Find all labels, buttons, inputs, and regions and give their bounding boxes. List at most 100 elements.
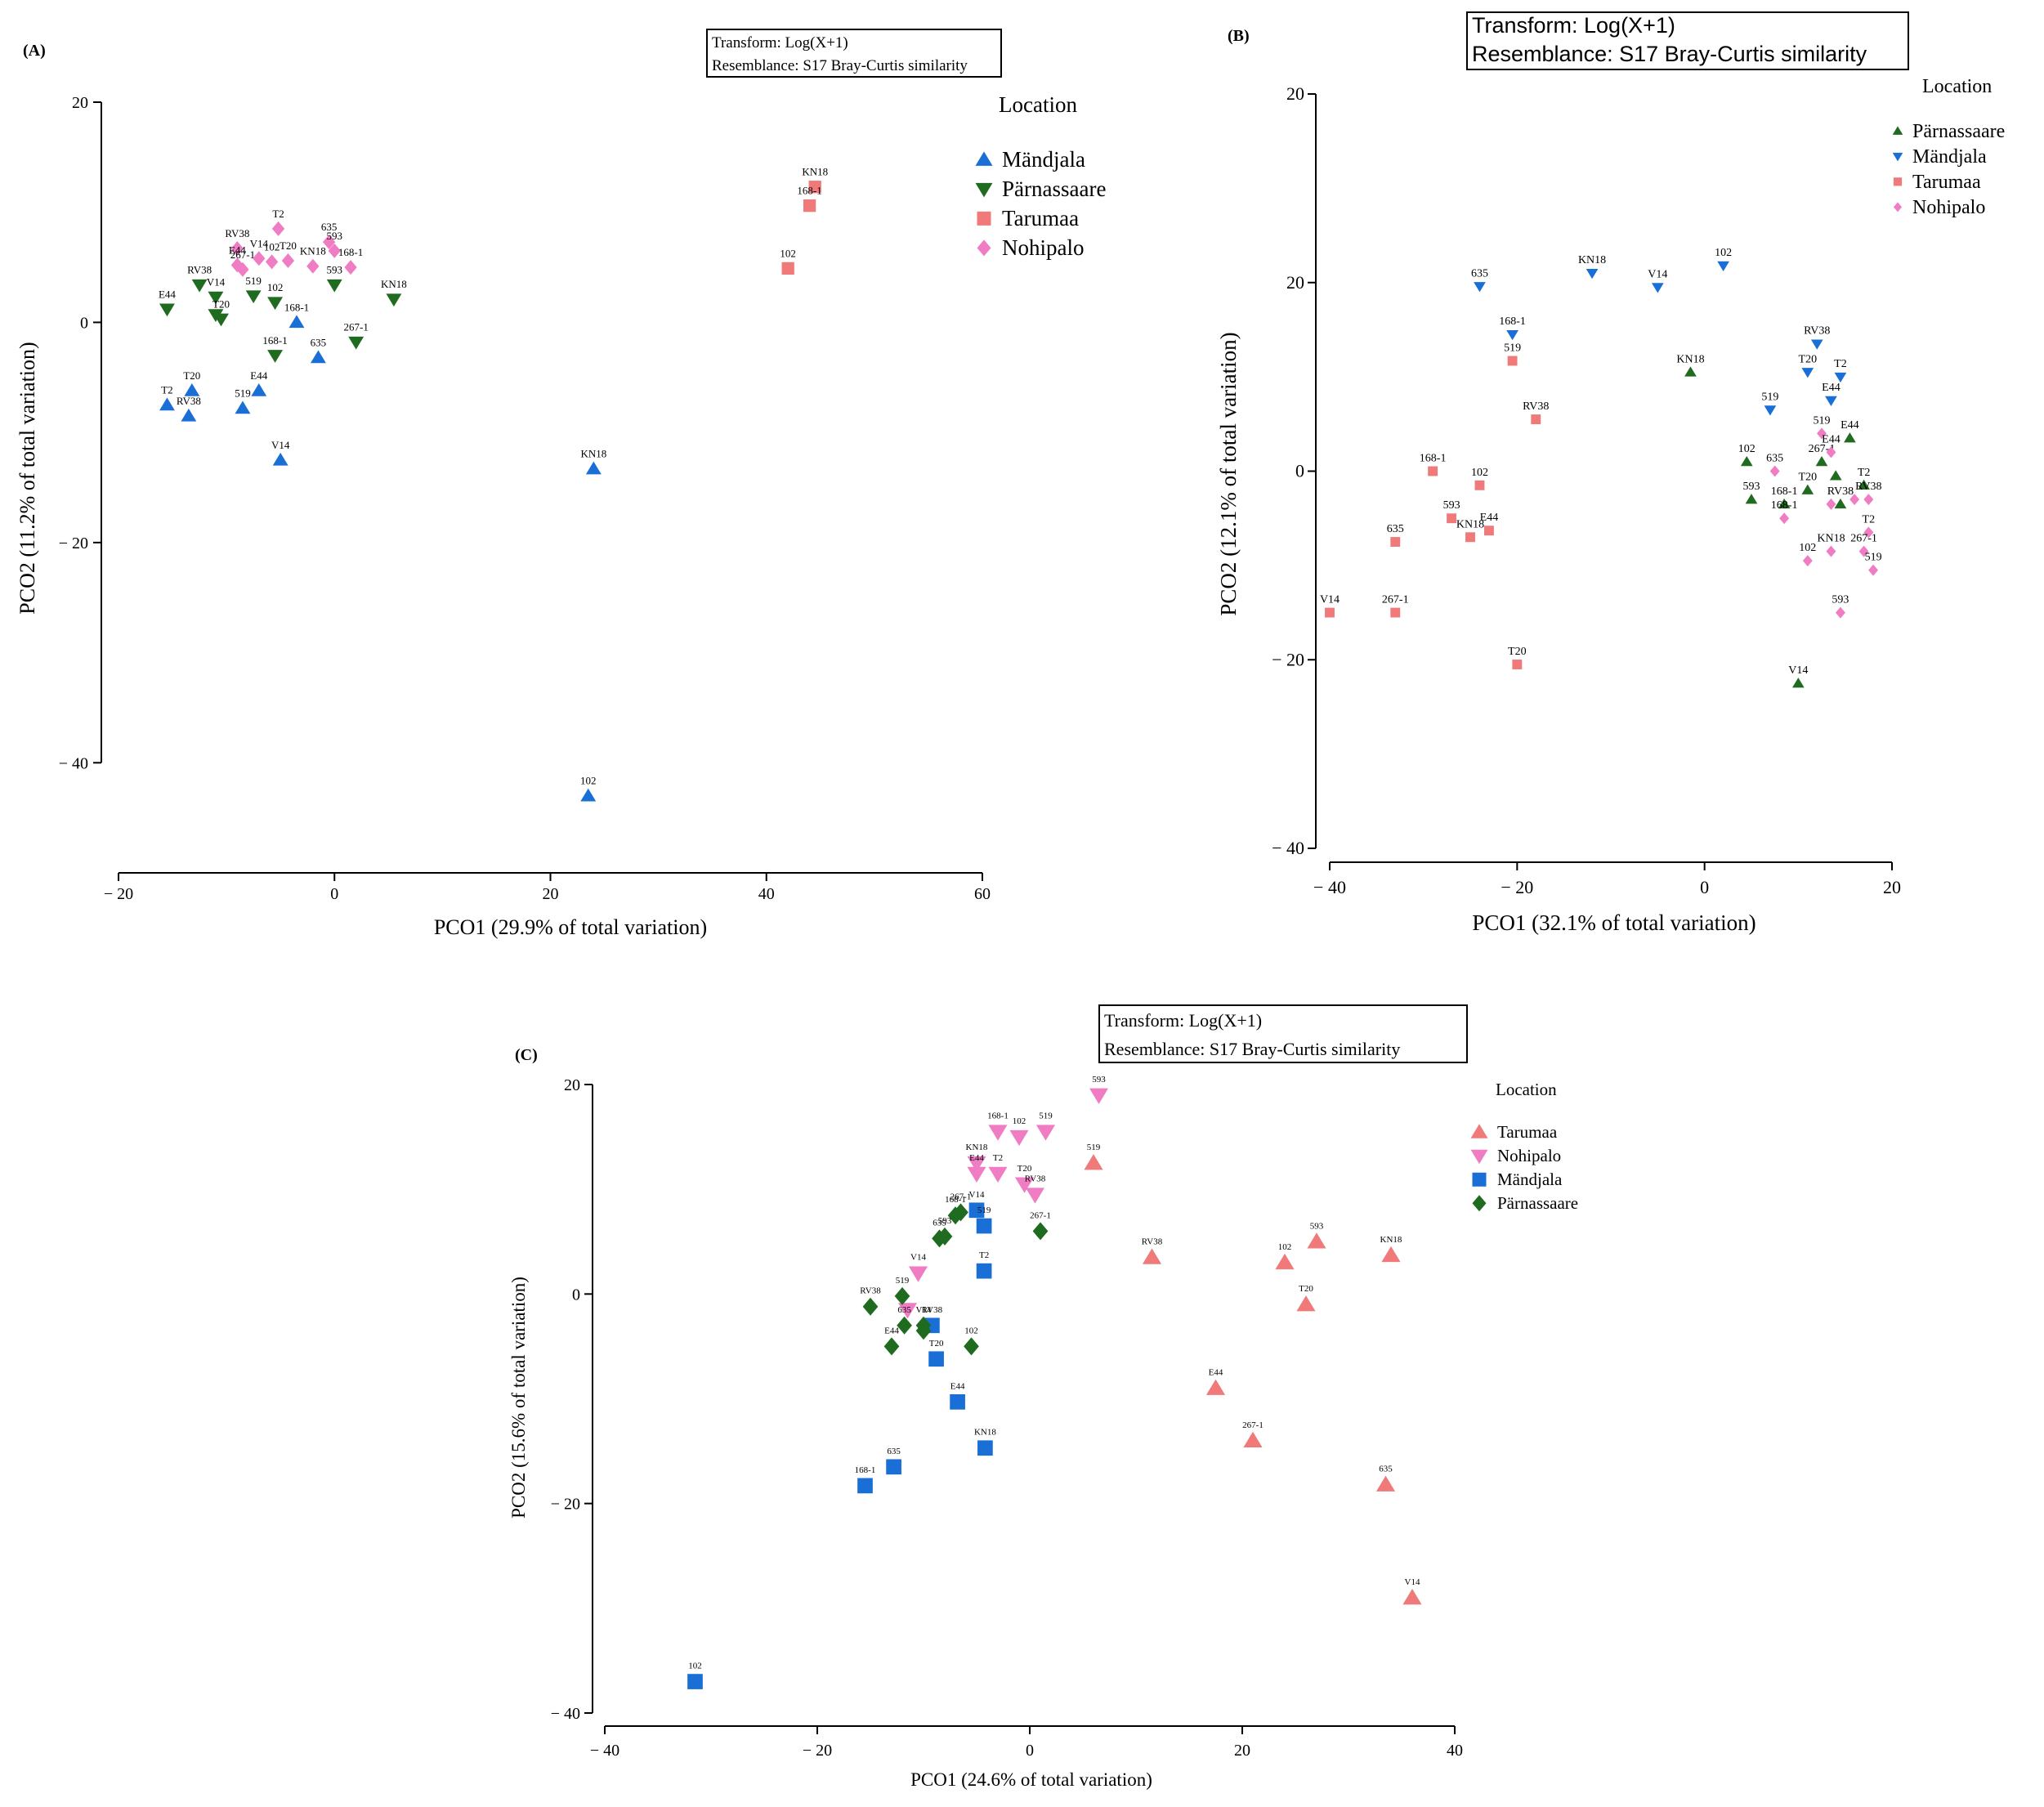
legend-marker [1892,126,1903,135]
point-label: KN18 [381,278,407,290]
point-label: V14 [1648,269,1667,281]
data-point [1745,494,1758,504]
data-point [288,315,305,329]
point-label: 102 [1278,1242,1292,1252]
legend: Location Pärnassaare Mändjala Tarumaa Nohipa… [1892,76,2005,218]
data-point [326,279,342,293]
data-point [1764,405,1777,416]
legend-marker [1892,152,1903,162]
data-point [928,1351,944,1367]
data-point [1142,1248,1162,1264]
data-point [1849,494,1860,506]
transform-text: Transform: Log(X+1) [1472,13,1675,38]
data-point [1863,526,1874,539]
data-point [781,262,794,275]
legend-marker [1470,1149,1488,1165]
point-label: RV38 [922,1305,943,1315]
legend-marker [1893,177,1903,186]
data-point [1531,414,1541,424]
transform-text: Transform: Log(X+1) [712,34,848,51]
legend-label: Pärnassaare [1497,1193,1578,1213]
data-point [208,309,224,322]
x-tick-label: 40 [1447,1742,1463,1760]
y-tick-label: − 40 [551,1705,580,1723]
data-point [191,279,208,293]
y-tick-label: 20 [564,1076,580,1094]
data-point [1817,427,1827,440]
point-label: 593 [1743,481,1760,493]
point-label: 635 [1387,523,1404,535]
point-label: 168-1 [1771,485,1798,498]
data-point [1506,329,1518,341]
panel-c: (C) Transform: Log(X+1) Resemblance: S17 B… [508,1004,1578,1790]
panel-b: (B) Transform: Log(X+1) Resemblance: S17 B… [1216,11,2005,935]
data-point [245,290,262,304]
data-point [1205,1379,1226,1395]
point-label: KN18 [300,245,326,257]
data-point [808,181,821,194]
legend-label: Tarumaa [1002,206,1079,230]
data-point [306,258,320,274]
data-point [1474,282,1486,293]
legend-label: Pärnassaare [1002,177,1106,201]
point-label: KN18 [1817,533,1845,545]
point-label: V14 [1320,594,1340,606]
data-point [1296,1295,1316,1312]
point-label: 593 [1310,1221,1324,1231]
data-point [1863,494,1874,506]
data-point [310,350,326,364]
data-point [1307,1232,1326,1249]
data-point [883,1337,900,1356]
point-label: RV38 [225,227,249,239]
point-label: 168-1 [1499,315,1526,328]
data-point [1402,1589,1422,1605]
point-label: 102 [267,281,284,293]
data-point [184,382,200,396]
point-label: V14 [969,1190,985,1200]
point-label: 635 [311,337,327,349]
data-point [1447,513,1457,524]
x-tick-label: 0 [330,885,338,903]
y-tick-label: − 20 [59,534,88,552]
point-label: 168-1 [797,185,821,197]
data-point [897,1316,912,1335]
data-point [1778,498,1791,509]
point-label: 267-1 [344,321,369,333]
point-label: 102 [688,1662,702,1671]
data-point [968,1202,985,1219]
point-label: 519 [1761,391,1778,404]
data-point [886,1459,901,1475]
point-label: RV38 [187,264,212,276]
data-point [687,1674,703,1689]
x-axis-title: PCO1 (29.9% of total variation) [434,915,707,939]
point-label: 168-1 [338,246,363,258]
data-point [1025,1188,1045,1204]
series-mändjala: 635 KN18 V14 102 168-1 RV38 T20 T2 E44 519 [1471,247,1847,416]
data-point [1815,455,1828,467]
data-point [1835,606,1845,619]
point-label: RV38 [1827,485,1854,498]
point-label: E44 [1822,433,1840,445]
data-point [1826,498,1836,510]
legend-label: Mändjala [1497,1170,1563,1189]
data-point [915,1322,932,1340]
data-point [1035,1125,1056,1141]
legend-label: Mändjala [1912,146,1987,168]
data-point [1868,564,1879,576]
point-label: RV38 [1025,1174,1046,1184]
point-label: 593 [1443,499,1460,512]
data-point [1740,455,1753,467]
point-label: T20 [280,239,297,252]
data-point [1275,1253,1295,1270]
point-label: 168-1 [855,1465,876,1475]
point-label: 267-1 [1242,1420,1264,1430]
data-point [1390,537,1401,547]
panel-label: (A) [23,42,46,60]
point-label: 102 [1471,467,1488,479]
point-label: 102 [264,240,280,253]
point-label: 635 [1379,1465,1393,1474]
series-mändjala: V14 519 T2 RV38 T20 E44 KN18 635 168-1 102 [687,1190,996,1689]
